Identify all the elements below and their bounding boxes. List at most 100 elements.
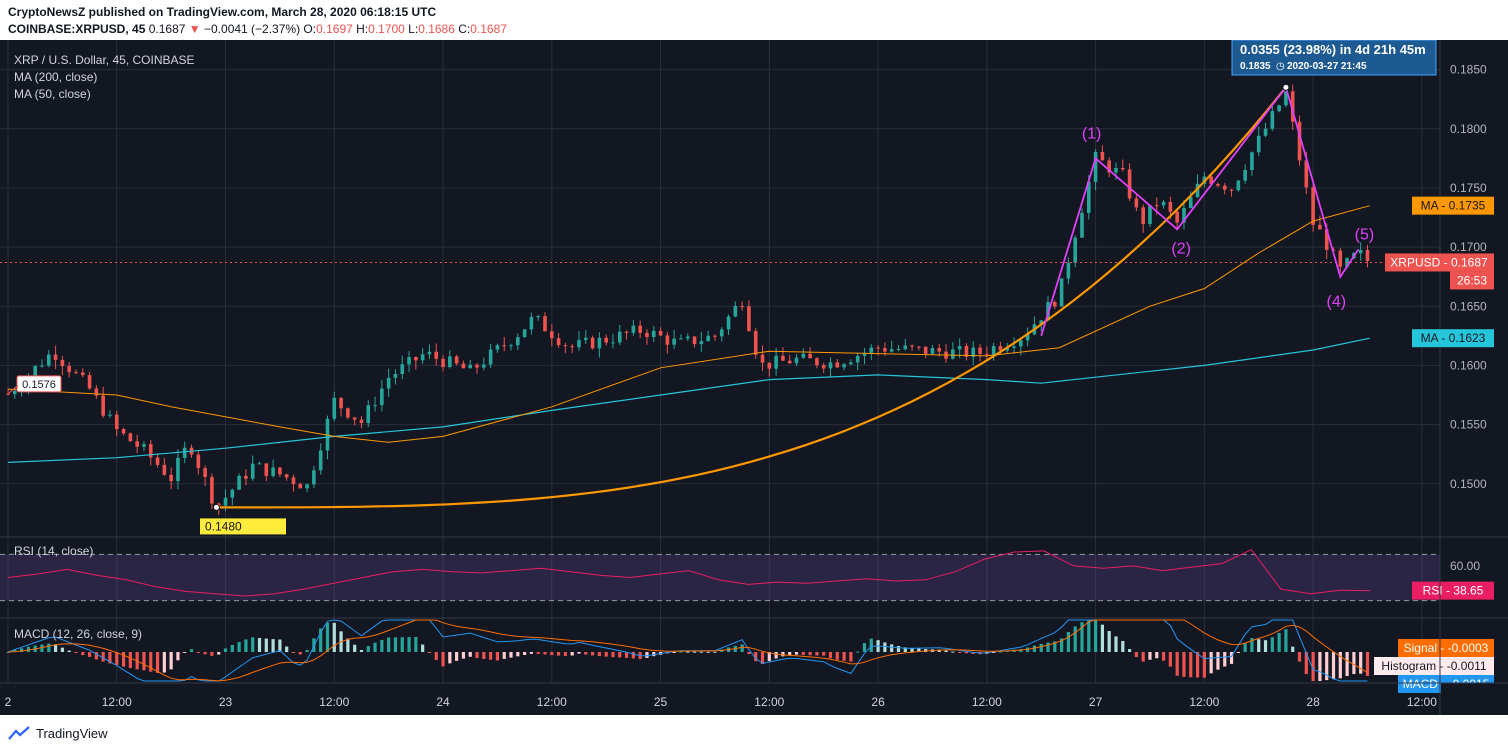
- wave-label: (4): [1327, 294, 1347, 311]
- candle-body: [740, 306, 744, 308]
- candle-body: [121, 429, 126, 434]
- macd-hist-bar: [101, 652, 105, 662]
- candle-body: [244, 475, 248, 479]
- candle-body: [427, 351, 432, 355]
- macd-hist-bar: [414, 636, 418, 652]
- macd-hist-bar: [611, 652, 615, 658]
- macd-hist-bar: [1223, 652, 1227, 667]
- candle-body: [135, 441, 139, 447]
- low-value: 0.1686: [418, 22, 455, 36]
- macd-hist-bar: [856, 651, 860, 653]
- macd-hist-bar: [509, 652, 513, 658]
- candle-body: [536, 316, 541, 318]
- candle-body: [726, 316, 731, 330]
- candle-body: [971, 347, 976, 357]
- macd-hist-bar: [332, 622, 336, 652]
- candle-body: [33, 366, 37, 376]
- macd-hist-bar: [1134, 652, 1138, 658]
- candle-body: [1365, 249, 1370, 261]
- macd-hist-bar: [393, 637, 398, 652]
- candle-body: [216, 503, 221, 506]
- price-tag: [1385, 253, 1494, 272]
- candle-body: [522, 329, 527, 338]
- candle-body: [1012, 346, 1016, 348]
- macd-hist-bar: [584, 652, 588, 655]
- candle-body: [400, 364, 405, 375]
- legend: XRP / U.S. Dollar, 45, COINBASE MA (200, …: [14, 53, 195, 101]
- macd-hist-bar: [1291, 646, 1295, 652]
- chart-area[interactable]: (1) (2) (4) (5) 0.1480 0.1576 0.0355 (23.98%) …: [0, 40, 1508, 715]
- macd-hist-bar: [1182, 652, 1186, 677]
- price-tick-label: 0.1800: [1450, 122, 1487, 136]
- candle-body: [325, 418, 330, 451]
- candle-body: [543, 316, 547, 332]
- macd-hist-bar: [570, 652, 574, 656]
- macd-hist-bar: [1107, 631, 1111, 652]
- macd-hist-bar: [203, 652, 207, 655]
- macd-hist-bar: [1148, 652, 1152, 660]
- candle-body: [692, 336, 697, 345]
- candle-body: [685, 336, 690, 339]
- candle-body: [257, 463, 262, 465]
- candle-body: [46, 354, 51, 366]
- macd-hist-bar: [223, 648, 228, 652]
- candle-body: [869, 347, 874, 353]
- candle-body: [502, 345, 507, 347]
- macd-hist-bar: [529, 652, 534, 654]
- clock-icon: ◷: [1276, 61, 1285, 72]
- macd-hist-bar: [1155, 652, 1159, 659]
- wave-label: (1): [1082, 125, 1102, 142]
- candle-body: [230, 489, 235, 498]
- macd-hist-bar: [237, 641, 241, 652]
- macd-hist-bar: [94, 652, 98, 660]
- candle-body: [889, 349, 894, 352]
- macd-hist-bar: [910, 648, 914, 652]
- rsi-band: [0, 554, 1440, 601]
- candle-body: [583, 337, 588, 341]
- legend-item: MA (50, close): [14, 87, 91, 101]
- macd-hist-bar: [1216, 652, 1220, 670]
- macd-hist-bar: [298, 652, 302, 655]
- candle-body: [291, 477, 296, 485]
- candle-body: [862, 352, 867, 356]
- candle-body: [60, 359, 65, 367]
- macd-hist-bar: [176, 652, 180, 661]
- candle-body: [1005, 347, 1010, 351]
- macd-hist-bar: [869, 638, 873, 652]
- macd-hist-bar: [305, 649, 309, 652]
- candle-body: [101, 395, 105, 416]
- parabolic-curve: [216, 86, 1287, 509]
- macd-hist-bar: [149, 652, 153, 672]
- candle-body: [509, 345, 513, 347]
- macd-hist-bar: [291, 652, 296, 653]
- macd-hist-bar: [590, 652, 595, 656]
- macd-hist-bar: [81, 652, 85, 656]
- macd-hist-bar: [822, 652, 826, 656]
- macd-hist-bar: [828, 652, 833, 659]
- wave-lines: [1040, 85, 1360, 337]
- macd-hist-bar: [448, 652, 452, 664]
- candle-body: [278, 467, 282, 475]
- candle-body: [1019, 340, 1023, 347]
- macd-hist-bar: [1209, 652, 1213, 674]
- time-tick-label: 12:00: [754, 695, 784, 709]
- candle-body: [679, 338, 683, 340]
- candle-body: [624, 331, 629, 333]
- start-label-pointer: [7, 385, 19, 395]
- candle-body: [1100, 151, 1105, 161]
- time-tick-label: 23: [219, 695, 233, 709]
- candle-body: [305, 484, 309, 489]
- axes: 0.1850 0.1800 0.1750 0.1700 0.1650 0.1600 0.15…: [0, 40, 1508, 715]
- macd-hist-bar: [1141, 652, 1145, 662]
- macd-hist-bar: [230, 644, 234, 652]
- candle-body: [951, 349, 955, 359]
- candle-body: [1229, 189, 1234, 191]
- candle-body: [604, 337, 608, 343]
- macd-pane: MACD (12, 26, close, 9) Signal - -0.0003 H…: [6, 619, 1508, 715]
- macd-hist-bar: [210, 652, 214, 656]
- macd-hist-bar: [67, 650, 71, 652]
- macd-hist-bar: [1039, 643, 1043, 652]
- candle-body: [801, 353, 806, 358]
- candle-body: [1025, 334, 1030, 341]
